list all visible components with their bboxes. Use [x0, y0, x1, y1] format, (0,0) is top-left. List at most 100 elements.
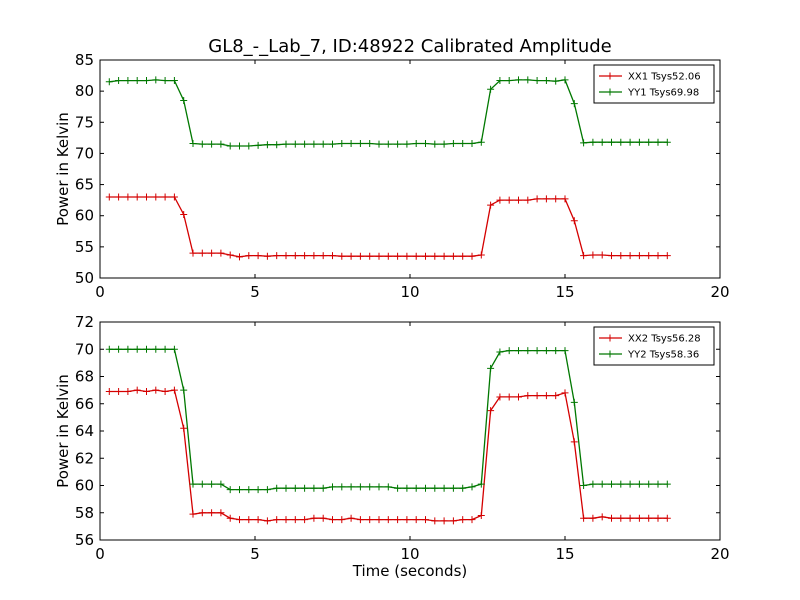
data-point-marker: [403, 252, 411, 260]
data-point-marker: [245, 516, 253, 524]
data-point-marker: [542, 77, 550, 85]
data-point-marker: [598, 138, 606, 146]
data-point-marker: [161, 345, 169, 353]
data-point-marker: [440, 517, 448, 525]
data-point-marker: [570, 100, 578, 108]
data-point-marker: [412, 252, 420, 260]
data-point-marker: [180, 424, 188, 432]
y-tick-label: 60: [75, 207, 94, 225]
x-tick-label: 10: [400, 283, 419, 301]
data-point-marker: [161, 193, 169, 201]
legend-box: [593, 326, 715, 366]
data-point-marker: [403, 484, 411, 492]
data-point-marker: [505, 393, 513, 401]
y-tick-label: 80: [75, 82, 94, 100]
data-point-marker: [254, 141, 262, 149]
data-point-marker: [208, 509, 216, 517]
data-point-marker: [356, 483, 364, 491]
y-axis-label: Power in Kelvin: [54, 112, 72, 226]
data-point-marker: [273, 484, 281, 492]
data-point-marker: [189, 139, 197, 147]
x-tick-label: 15: [555, 545, 574, 563]
y-tick-label: 72: [75, 313, 94, 331]
data-point-marker: [635, 480, 643, 488]
legend-marker: [606, 72, 614, 80]
data-point-marker: [310, 484, 318, 492]
data-point-marker: [263, 486, 271, 494]
data-point-marker: [608, 514, 615, 522]
data-point-marker: [384, 252, 392, 260]
legend-label: YY2 Tsys58.36: [627, 350, 699, 361]
data-point-marker: [431, 252, 439, 260]
data-point-marker: [524, 392, 532, 400]
data-point-marker: [524, 76, 532, 84]
data-point-marker: [338, 483, 346, 491]
y-tick-label: 50: [75, 269, 94, 287]
data-point-marker: [170, 77, 178, 85]
data-point-marker: [552, 77, 560, 85]
legend-marker: [606, 88, 614, 96]
data-point-marker: [301, 252, 309, 260]
data-point-marker: [375, 140, 383, 148]
data-point-marker: [124, 345, 132, 353]
x-tick-label: 20: [710, 283, 729, 301]
data-point-marker: [115, 345, 123, 353]
data-point-marker: [180, 96, 188, 104]
data-point-marker: [338, 252, 346, 260]
data-point-marker: [161, 387, 169, 395]
data-point-marker: [291, 140, 299, 148]
data-point-marker: [263, 252, 271, 260]
data-point-marker: [505, 196, 513, 204]
chart-panel-2: 0 5 10 15 20 56 58 60 62 64 66 68 70 72 Power in Kelvi…: [54, 313, 730, 580]
data-point-marker: [198, 140, 206, 148]
data-point-marker: [468, 516, 476, 524]
data-point-marker: [105, 193, 113, 201]
x-tick-label: 20: [710, 545, 729, 563]
chart-title: GL8_-_Lab_7, ID:48922 Calibrated Amplitu…: [208, 36, 612, 57]
data-point-marker: [459, 139, 467, 147]
data-point-marker: [449, 484, 457, 492]
data-point-marker: [598, 480, 606, 488]
data-point-marker: [217, 249, 225, 257]
data-point-marker: [496, 393, 504, 401]
data-point-marker: [496, 77, 504, 85]
data-point-marker: [561, 195, 569, 203]
data-point-marker: [226, 486, 234, 494]
y-tick-label: 75: [75, 113, 94, 131]
data-point-marker: [635, 138, 643, 146]
data-point-marker: [217, 480, 225, 488]
data-point-marker: [394, 516, 402, 524]
data-point-marker: [180, 386, 188, 394]
data-point-marker: [143, 345, 150, 353]
data-point-marker: [468, 252, 476, 260]
data-point-marker: [626, 480, 634, 488]
data-point-marker: [468, 139, 476, 147]
data-point-marker: [487, 85, 495, 93]
data-point-marker: [133, 386, 141, 394]
data-point-marker: [598, 513, 606, 521]
data-point-marker: [440, 140, 448, 148]
data-point-marker: [654, 514, 662, 522]
data-point-marker: [394, 140, 402, 148]
data-point-marker: [552, 195, 560, 203]
y-tick-label: 64: [75, 422, 94, 440]
data-point-marker: [542, 195, 550, 203]
data-point-marker: [617, 514, 625, 522]
data-point-marker: [645, 252, 653, 260]
data-point-marker: [654, 138, 662, 146]
data-point-marker: [161, 77, 169, 85]
data-point-marker: [487, 364, 495, 372]
data-point-marker: [645, 514, 653, 522]
data-point-marker: [412, 516, 420, 524]
data-point-marker: [282, 140, 290, 148]
data-point-marker: [133, 77, 141, 85]
y-tick-label: 65: [75, 176, 94, 194]
data-point-marker: [561, 76, 569, 84]
data-point-marker: [422, 516, 429, 524]
data-point-marker: [459, 252, 467, 260]
data-point-marker: [291, 516, 299, 524]
data-point-marker: [273, 141, 281, 149]
data-point-marker: [608, 480, 615, 488]
data-point-marker: [542, 392, 550, 400]
